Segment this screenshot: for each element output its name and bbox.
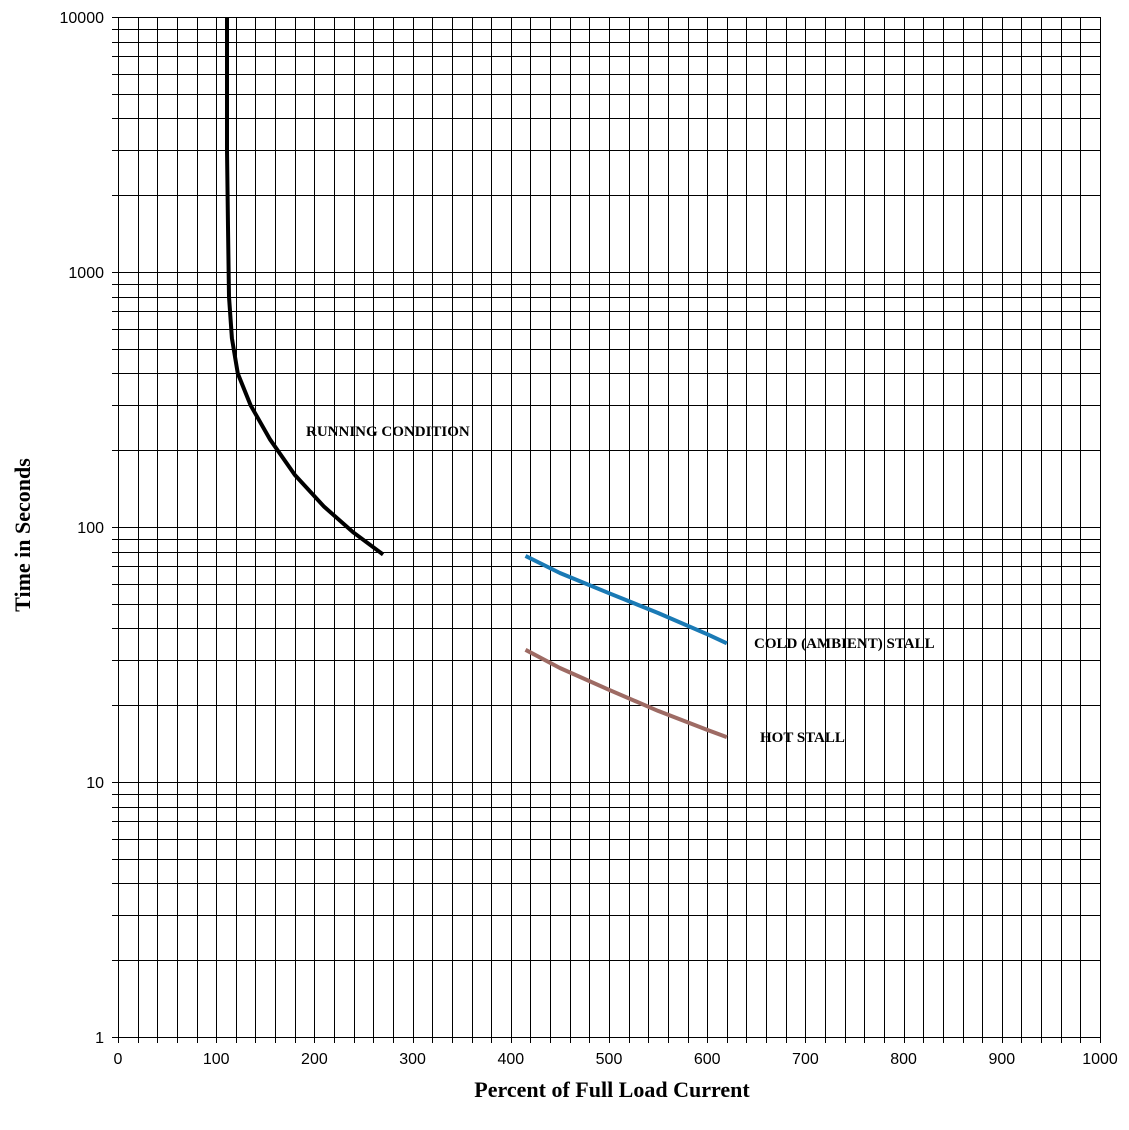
x-tick-label: 1000 — [1082, 1051, 1118, 1068]
x-tick-label: 600 — [694, 1051, 721, 1068]
x-tick-label: 900 — [988, 1051, 1015, 1068]
y-tick-label: 10 — [86, 775, 104, 792]
annotation-running-condition: RUNNING CONDITION — [306, 424, 470, 440]
x-tick-label: 100 — [203, 1051, 230, 1068]
x-axis-title: Percent of Full Load Current — [474, 1077, 750, 1102]
grid — [112, 17, 1101, 1043]
y-tick-label: 100 — [77, 520, 104, 537]
series-group — [225, 17, 728, 739]
y-axis-title: Time in Seconds — [10, 458, 35, 612]
y-tick-label: 10000 — [60, 10, 105, 27]
annotation-cold-stall: COLD (AMBIENT) STALL — [754, 636, 935, 652]
y-tick-label: 1 — [95, 1030, 104, 1047]
series-line-1 — [225, 17, 385, 557]
y-tick-label: 1000 — [68, 265, 104, 282]
annotation-hot-stall: HOT STALL — [760, 730, 845, 746]
y-tick-labels: 1 10 100 1000 10000 — [60, 10, 105, 1047]
series-line-3 — [524, 648, 728, 739]
x-tick-label: 400 — [497, 1051, 524, 1068]
x-tick-label: 500 — [596, 1051, 623, 1068]
x-tick-label: 300 — [399, 1051, 426, 1068]
x-tick-labels: 0 100 200 300 400 500 600 700 800 900 1000 — [114, 1051, 1118, 1068]
series-line-2 — [524, 554, 728, 646]
x-tick-label: 700 — [792, 1051, 819, 1068]
x-tick-label: 800 — [890, 1051, 917, 1068]
x-tick-label: 200 — [301, 1051, 328, 1068]
x-tick-label: 0 — [114, 1051, 123, 1068]
